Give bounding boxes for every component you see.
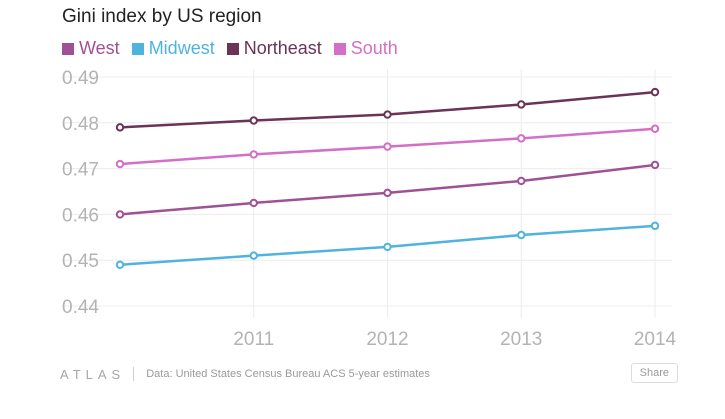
legend-swatch-west	[62, 42, 74, 55]
y-tick-label: 0.48	[62, 114, 99, 135]
x-tick-label: 2013	[500, 329, 542, 350]
legend-swatch-midwest	[131, 42, 144, 55]
data-point-south	[650, 124, 660, 133]
x-tick-label: 2011	[233, 329, 274, 350]
y-tick-label: 0.49	[62, 68, 99, 89]
legend-label-south: South	[350, 38, 398, 58]
data-point-midwest	[650, 221, 660, 231]
data-point-south	[517, 134, 526, 143]
atlas-logo[interactable]: ATLAS	[60, 366, 126, 382]
data-point-northeast	[115, 123, 125, 132]
data-point-midwest	[115, 260, 125, 269]
data-point-northeast	[249, 116, 258, 125]
data-point-midwest	[517, 230, 526, 240]
data-point-midwest	[249, 251, 258, 260]
y-tick-label: 0.44	[62, 297, 99, 318]
legend-label-west: West	[79, 38, 120, 58]
legend-item-northeast[interactable]: Northeast	[226, 38, 322, 59]
data-point-south	[383, 142, 392, 151]
y-tick-label: 0.46	[62, 205, 99, 226]
legend-item-midwest[interactable]: Midwest	[131, 38, 215, 59]
data-point-northeast	[517, 100, 526, 109]
data-point-west	[517, 176, 526, 186]
legend-swatch-northeast	[226, 42, 239, 55]
chart-title: Gini index by US region	[62, 6, 262, 27]
data-point-west	[383, 188, 392, 198]
data-point-west	[249, 198, 258, 208]
data-point-northeast	[650, 87, 660, 97]
y-tick-label: 0.47	[62, 160, 99, 181]
x-tick-label: 2012	[366, 329, 408, 350]
data-point-south	[115, 159, 125, 169]
data-point-west	[650, 160, 660, 170]
x-tick-label: 2014	[634, 329, 677, 350]
legend-swatch-south	[333, 42, 346, 55]
footer-divider	[133, 367, 135, 381]
share-button[interactable]: Share	[630, 363, 678, 383]
data-point-south	[249, 150, 258, 159]
legend-item-west[interactable]: West	[62, 38, 120, 59]
data-point-midwest	[383, 242, 392, 252]
data-point-west	[115, 210, 125, 219]
legend-item-south[interactable]: South	[333, 38, 398, 59]
chart-footer: ATLAS Data: United States Census Bureau …	[60, 362, 680, 386]
legend-label-northeast: Northeast	[243, 38, 322, 58]
y-tick-label: 0.45	[62, 251, 99, 272]
legend-label-midwest: Midwest	[148, 38, 215, 58]
data-source-note: Data: United States Census Bureau ACS 5-…	[146, 368, 430, 380]
line-chart: 0.49 0.48 0.47 0.46 0.45 0.44 2011 2012 2013 2014	[62, 68, 677, 350]
data-point-northeast	[383, 110, 392, 119]
chart-legend: West Midwest Northeast South	[62, 38, 410, 59]
